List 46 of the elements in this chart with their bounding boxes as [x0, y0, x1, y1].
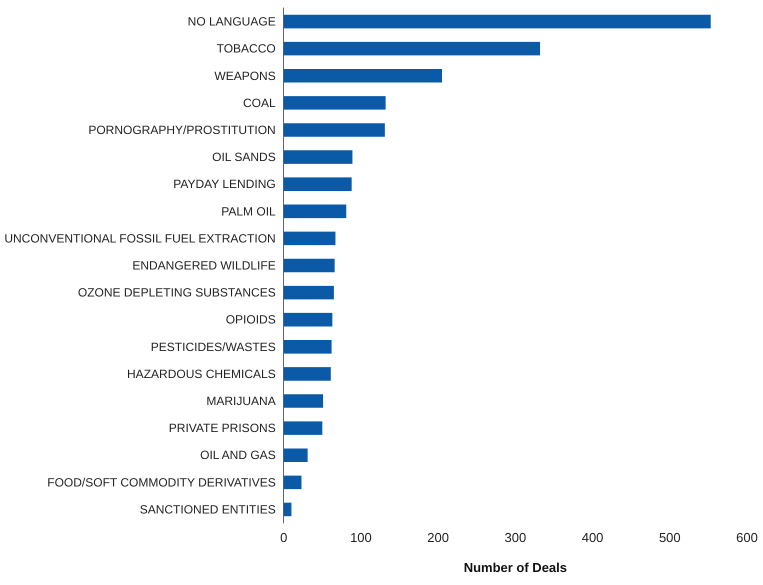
bar — [284, 204, 346, 218]
y-tick-label: HAZARDOUS CHEMICALS — [127, 366, 276, 381]
bar — [284, 421, 322, 435]
bar — [284, 448, 308, 462]
bar — [284, 312, 332, 326]
y-tick-label: PALM OIL — [221, 204, 276, 218]
y-tick-label: OIL SANDS — [212, 150, 276, 164]
x-tick-label: 300 — [504, 530, 526, 545]
bar — [284, 502, 292, 516]
bar — [284, 476, 302, 490]
y-tick-label: PORNOGRAPHY/PROSTITUTION — [88, 122, 276, 137]
bar — [284, 232, 336, 246]
bar — [284, 367, 331, 381]
y-tick-label: UNCONVENTIONAL FOSSIL FUEL EXTRACTION — [4, 231, 276, 246]
x-tick-label: 100 — [350, 530, 372, 545]
bar — [284, 96, 386, 110]
y-tick-label: PAYDAY LENDING — [173, 177, 276, 192]
y-tick-label: FOOD/SOFT COMMODITY DERIVATIVES — [47, 475, 276, 490]
y-tick-label: TOBACCO — [216, 42, 276, 56]
x-tick-label: 0 — [280, 530, 288, 545]
y-tick-label: WEAPONS — [214, 68, 276, 83]
bar — [284, 68, 442, 83]
y-tick-label: NO LANGUAGE — [188, 14, 276, 29]
y-tick-label: OZONE DEPLETING SUBSTANCES — [78, 286, 276, 300]
y-tick-label: SANCTIONED ENTITIES — [140, 502, 276, 516]
y-tick-label: OPIOIDS — [226, 312, 276, 327]
x-tick-label: 200 — [427, 530, 449, 545]
y-tick-label: PESTICIDES/WASTES — [150, 340, 276, 354]
bar — [284, 340, 332, 354]
x-tick-label: 400 — [582, 530, 604, 545]
bar — [284, 123, 385, 137]
bar — [284, 286, 334, 300]
bar — [284, 177, 352, 191]
y-tick-label: OIL AND GAS — [200, 448, 276, 462]
bar — [284, 258, 335, 272]
y-tick-label: PRIVATE PRISONS — [168, 421, 276, 436]
bar — [284, 150, 352, 164]
x-tick-label: 500 — [658, 530, 681, 545]
bar — [284, 42, 540, 56]
bar — [284, 394, 324, 408]
bar — [284, 14, 711, 28]
y-tick-label: MARIJUANA — [206, 394, 276, 408]
y-tick-label: COAL — [243, 96, 276, 110]
y-tick-label: ENDANGERED WILDLIFE — [132, 258, 276, 272]
x-axis-title: Number of Deals — [464, 560, 568, 575]
x-tick-label: 600 — [736, 530, 758, 545]
